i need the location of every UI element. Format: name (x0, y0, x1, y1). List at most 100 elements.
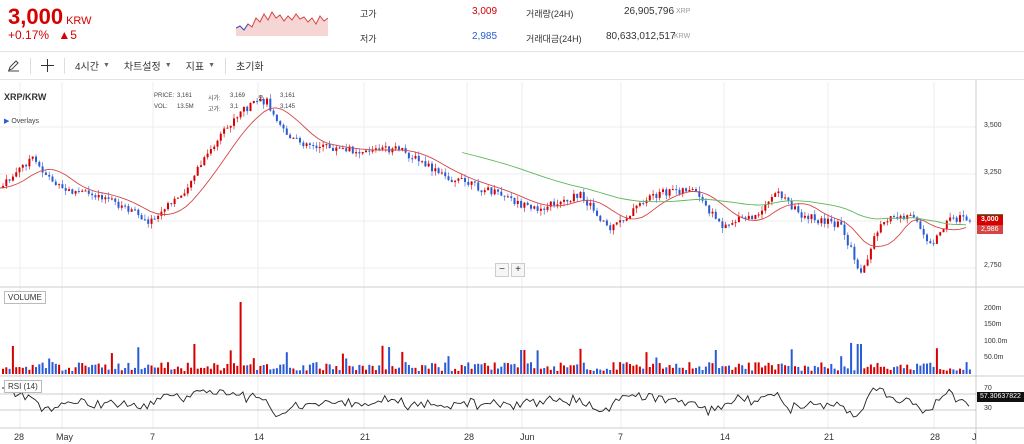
rsi-value-label: 57.30637822 (980, 393, 1021, 400)
candle-body (140, 215, 143, 220)
candle-body (269, 98, 272, 111)
ticker-header: 3,000 KRW +0.17% ▲5 고가 3,009 저가 2,985 거래량… (0, 0, 1024, 52)
interval-dropdown[interactable]: 4시간 ▼ (68, 52, 117, 79)
volume-bar (48, 358, 51, 374)
candle-body (236, 117, 239, 119)
volume-bar (632, 365, 635, 374)
volume-bar (332, 369, 334, 374)
candle-body (559, 201, 562, 205)
volume-bar (2, 368, 4, 374)
volume-bar (520, 350, 523, 374)
volume-bar (417, 370, 420, 374)
reset-button[interactable]: 초기화 (229, 52, 271, 79)
candle-body (28, 158, 31, 167)
candle-body (800, 212, 803, 218)
candle-body (873, 236, 876, 249)
candle-body (332, 148, 334, 151)
candle-body (407, 152, 410, 159)
candle-body (886, 221, 889, 223)
candle-body (678, 189, 681, 194)
toolbar-divider (225, 57, 226, 74)
candle-body (926, 234, 928, 242)
volume-bar (127, 362, 130, 374)
candle-body (110, 198, 113, 200)
volume-bar (909, 369, 912, 374)
candle-body (18, 167, 21, 173)
volume-bar (906, 364, 909, 374)
overlays-toggle[interactable]: ▶ Overlays (4, 117, 39, 125)
volume-bar (87, 367, 90, 374)
candle-body (130, 209, 133, 212)
price-change: +0.17% ▲5 (8, 28, 77, 42)
volume-bar (91, 364, 94, 374)
candle-body (843, 224, 846, 235)
candle-body (368, 150, 371, 152)
candle-body (239, 111, 242, 118)
volume-bar (688, 362, 691, 374)
candle-body (183, 193, 186, 196)
candle-body (714, 211, 717, 219)
y-tick: 3,250 (984, 169, 1002, 176)
volume-bar (101, 367, 103, 374)
volume-pane-label: VOLUME (4, 291, 46, 304)
volume-bar (856, 344, 859, 374)
candle-body (497, 189, 499, 192)
candle-body (671, 189, 674, 191)
candle-body (899, 215, 902, 219)
low-value: 2,985 (472, 31, 498, 42)
volume-bar (711, 363, 714, 374)
candle-body (919, 221, 922, 229)
candle-body (299, 137, 301, 143)
candle-body (609, 225, 612, 231)
volume-bar (879, 366, 882, 374)
volume-bar (803, 365, 806, 374)
candle-body (124, 205, 127, 207)
overlays-label: Overlays (11, 118, 39, 125)
volume-bar (731, 369, 734, 374)
candle-body (167, 203, 169, 210)
candle-body (685, 188, 688, 192)
chart-settings-dropdown[interactable]: 차트설정 ▼ (117, 52, 179, 79)
candle-body (104, 197, 107, 200)
volume-bar (365, 369, 367, 374)
candle-body (157, 215, 160, 220)
volume-bar (932, 366, 935, 374)
candle-body (302, 142, 305, 147)
volume-bar (764, 365, 767, 374)
price-value: 3,000 (8, 4, 64, 29)
crosshair-tool-button[interactable] (34, 52, 61, 79)
draw-tool-button[interactable] (0, 52, 27, 79)
candle-body (747, 215, 750, 219)
volume-bar (883, 366, 886, 374)
volume-bar (226, 363, 229, 374)
candle-body (965, 216, 968, 221)
candle-body (833, 221, 836, 227)
volume-bar (457, 370, 460, 374)
candle-body (87, 190, 90, 194)
candle-body (543, 208, 546, 210)
volume-bar (929, 362, 932, 374)
candle-body (708, 205, 711, 214)
candle-body (322, 144, 325, 147)
candle-body (902, 215, 905, 220)
candle-body (54, 181, 57, 186)
volume-bar (754, 362, 757, 374)
candle-body (44, 172, 47, 176)
candle-body (556, 204, 559, 206)
volume-bar (671, 367, 674, 374)
volume-bar (612, 362, 615, 374)
zoom-in-button[interactable]: + (511, 263, 525, 277)
volume-bar (483, 362, 486, 374)
price-chart[interactable] (0, 80, 1024, 444)
volume-bar (58, 364, 61, 374)
volume-bar (355, 370, 358, 374)
indicators-dropdown[interactable]: 지표 ▼ (179, 52, 222, 79)
volume-bar (724, 366, 727, 374)
candle-body (338, 147, 341, 149)
volume-bar (619, 362, 622, 374)
volume-bar (114, 368, 117, 374)
volume-bar (761, 367, 763, 374)
volume-bar (315, 362, 318, 374)
zoom-out-button[interactable]: − (495, 263, 509, 277)
candle-body (612, 224, 615, 231)
